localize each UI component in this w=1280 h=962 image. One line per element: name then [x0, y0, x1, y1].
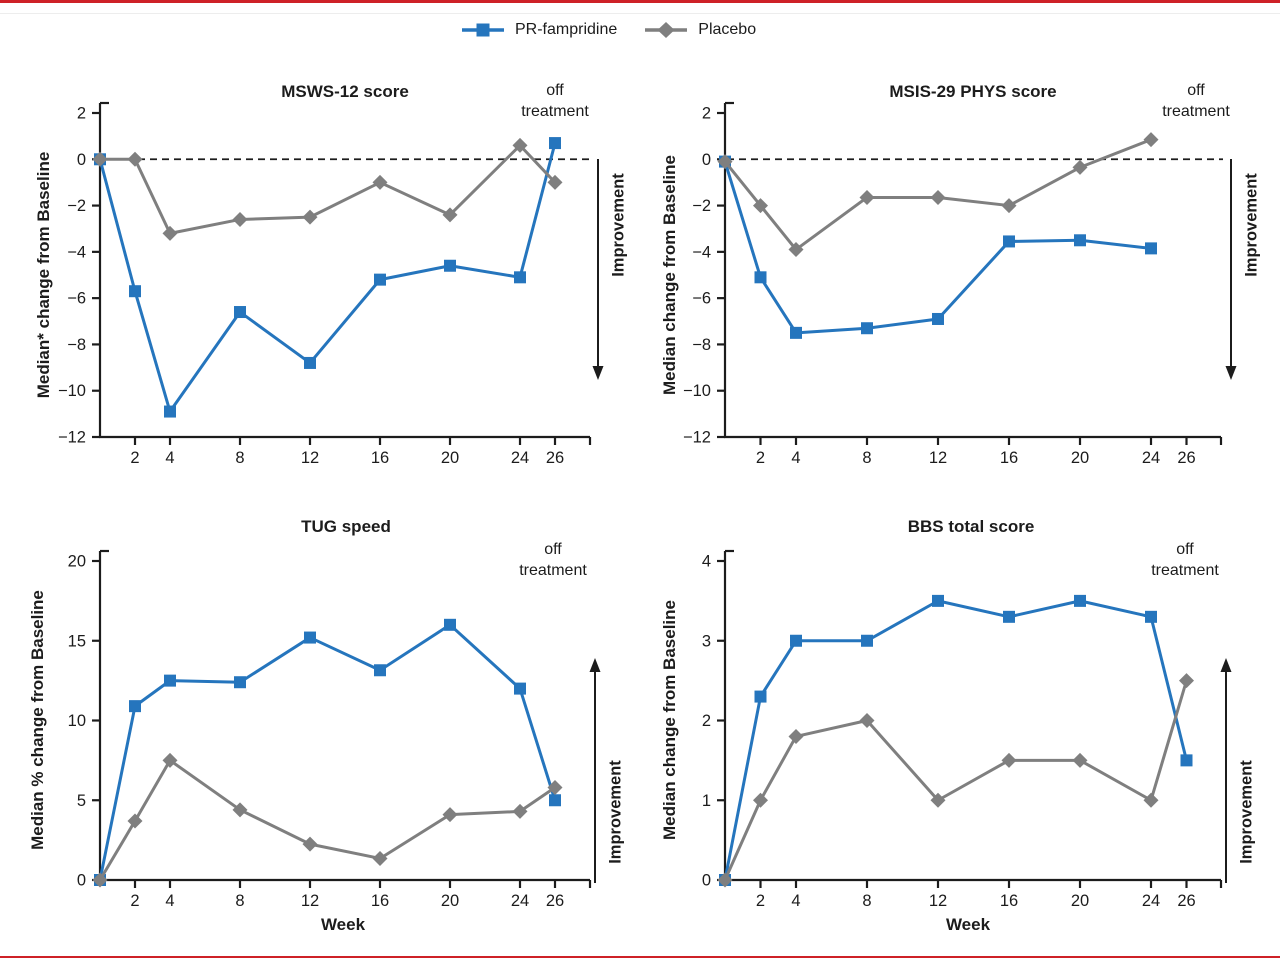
svg-text:20: 20 [1071, 449, 1089, 467]
svg-text:3: 3 [702, 632, 711, 650]
svg-text:−2: −2 [67, 197, 86, 215]
svg-text:16: 16 [1000, 449, 1018, 467]
top-border-shadow [0, 13, 1280, 14]
off-treatment-label-tug: off treatment [519, 541, 587, 579]
svg-text:8: 8 [862, 892, 871, 910]
legend-item-pr-fampridine: PR-fampridine [462, 21, 617, 39]
svg-text:12: 12 [301, 892, 319, 910]
svg-text:16: 16 [371, 892, 389, 910]
svg-text:12: 12 [929, 892, 947, 910]
svg-text:−10: −10 [683, 382, 711, 400]
svg-text:15: 15 [68, 632, 86, 650]
svg-text:24: 24 [511, 449, 529, 467]
svg-text:−6: −6 [67, 290, 86, 308]
svg-text:−4: −4 [67, 243, 86, 261]
svg-text:−10: −10 [58, 382, 86, 400]
svg-text:20: 20 [1071, 892, 1089, 910]
improvement-label-msis29: Improvement [1242, 173, 1261, 277]
svg-text:2: 2 [756, 449, 765, 467]
svg-text:4: 4 [702, 553, 711, 571]
svg-text:12: 12 [929, 449, 947, 467]
bottom-border-rule [0, 956, 1280, 958]
svg-text:12: 12 [301, 449, 319, 467]
svg-text:2: 2 [702, 712, 711, 730]
panel-title-msis29: MSIS-29 PHYS score [889, 82, 1057, 101]
svg-text:8: 8 [235, 449, 244, 467]
svg-text:26: 26 [1177, 892, 1195, 910]
svg-text:26: 26 [1177, 449, 1195, 467]
svg-text:−12: −12 [58, 429, 86, 447]
y-axis-label-tug: Median % change from Baseline [28, 590, 47, 850]
placebo-diamond-marker-icon [645, 22, 688, 38]
svg-text:−4: −4 [692, 243, 711, 261]
svg-text:16: 16 [371, 449, 389, 467]
svg-text:8: 8 [235, 892, 244, 910]
legend-label-placebo: Placebo [698, 21, 757, 38]
svg-text:−8: −8 [67, 336, 86, 354]
y-axis-label-msis29: Median change from Baseline [660, 155, 679, 395]
svg-text:20: 20 [441, 892, 459, 910]
top-border-rule [0, 0, 1280, 3]
chart-legend: PR-fampridine Placebo [462, 21, 756, 39]
panel-title-msws12: MSWS-12 score [281, 82, 409, 101]
off-treatment-label-msws12: off treatment [521, 82, 589, 120]
svg-text:2: 2 [77, 105, 86, 123]
svg-text:20: 20 [68, 553, 86, 571]
improvement-label-bbs: Improvement [1237, 760, 1256, 864]
svg-text:−6: −6 [692, 290, 711, 308]
svg-text:2: 2 [756, 892, 765, 910]
svg-text:0: 0 [702, 151, 711, 169]
y-axis-label-bbs: Median change from Baseline [660, 600, 679, 840]
svg-text:−2: −2 [692, 197, 711, 215]
svg-text:−12: −12 [683, 429, 711, 447]
svg-text:0: 0 [77, 872, 86, 890]
improvement-label-msws12: Improvement [609, 173, 628, 277]
svg-text:2: 2 [130, 449, 139, 467]
svg-text:4: 4 [165, 449, 174, 467]
panel-title-tug: TUG speed [301, 517, 391, 536]
svg-text:4: 4 [791, 892, 800, 910]
off-treatment-label-bbs: off treatment [1151, 541, 1219, 579]
svg-text:24: 24 [1142, 449, 1160, 467]
svg-text:5: 5 [77, 792, 86, 810]
svg-text:0: 0 [77, 151, 86, 169]
svg-text:24: 24 [511, 892, 529, 910]
off-treatment-label-msis29: off treatment [1162, 82, 1230, 120]
svg-text:4: 4 [791, 449, 800, 467]
legend-item-placebo: Placebo [645, 21, 756, 39]
svg-text:1: 1 [702, 792, 711, 810]
svg-text:26: 26 [546, 449, 564, 467]
improvement-label-tug: Improvement [606, 760, 625, 864]
pr-fampridine-square-marker-icon [462, 23, 504, 37]
svg-text:24: 24 [1142, 892, 1160, 910]
svg-text:4: 4 [165, 892, 174, 910]
svg-text:2: 2 [702, 105, 711, 123]
legend-label-pr-fampridine: PR-fampridine [515, 21, 618, 38]
x-axis-label-bbs: Week [945, 915, 991, 934]
svg-text:26: 26 [546, 892, 564, 910]
svg-text:0: 0 [702, 872, 711, 890]
svg-text:16: 16 [1000, 892, 1018, 910]
panel-title-bbs: BBS total score [907, 517, 1035, 536]
svg-text:10: 10 [68, 712, 86, 730]
y-axis-label-msws12: Median* change from Baseline [34, 151, 53, 399]
svg-text:2: 2 [130, 892, 139, 910]
svg-text:8: 8 [862, 449, 871, 467]
svg-text:20: 20 [441, 449, 459, 467]
x-axis-label-tug: Week [320, 915, 366, 934]
svg-text:−8: −8 [692, 336, 711, 354]
